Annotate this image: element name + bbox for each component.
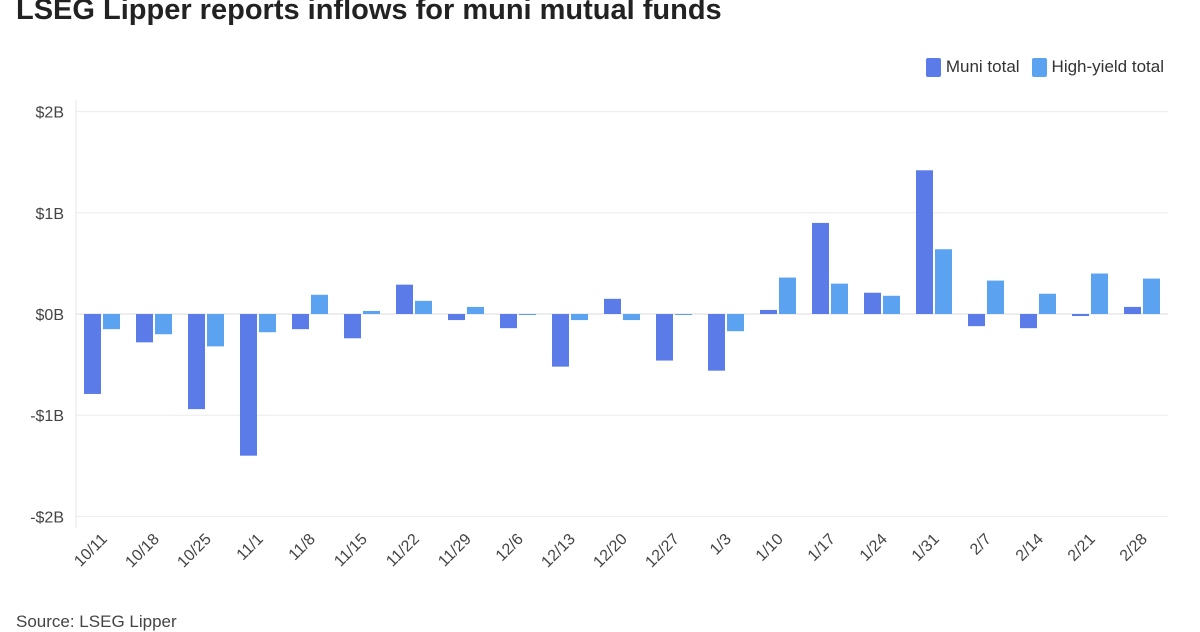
bar-muni — [1072, 314, 1089, 317]
bar-high-yield — [883, 295, 900, 314]
x-tick-label: 11/1 — [234, 531, 267, 564]
x-tick-label: 1/24 — [857, 531, 891, 565]
y-tick-label: $1B — [36, 206, 64, 223]
source-note: Source: LSEG Lipper — [16, 612, 177, 631]
legend-item-muni: Muni total — [925, 57, 1020, 77]
x-tick-label: 11/22 — [383, 531, 423, 571]
legend-label-muni: Muni total — [945, 57, 1020, 76]
x-tick-label: 2/7 — [967, 531, 995, 559]
chart-title: LSEG Lipper reports inflows for muni mut… — [16, 0, 722, 26]
bar-high-yield — [1091, 273, 1108, 314]
bar-high-yield — [675, 314, 692, 316]
bar-muni — [968, 314, 985, 327]
x-tick-label: 10/25 — [174, 531, 214, 571]
y-tick-label: -$1B — [30, 408, 64, 425]
x-tick-label: 2/28 — [1117, 531, 1151, 565]
bar-muni — [84, 314, 101, 394]
x-tick-label: 10/18 — [122, 531, 162, 571]
y-tick-label: $2B — [36, 105, 64, 122]
bar-high-yield — [519, 314, 536, 316]
bar-high-yield — [831, 283, 848, 314]
bar-muni — [136, 314, 153, 343]
x-tick-label: 12/20 — [590, 531, 630, 571]
bar-muni — [240, 314, 257, 456]
x-tick-label: 1/10 — [753, 531, 787, 565]
bar-muni — [500, 314, 517, 329]
bar-high-yield — [727, 314, 744, 332]
x-tick-label: 1/31 — [909, 531, 943, 565]
bar-muni — [292, 314, 309, 330]
bar-high-yield — [103, 314, 120, 330]
bar-high-yield — [467, 306, 484, 314]
x-tick-label: 10/11 — [71, 531, 111, 571]
legend-swatch-high-yield — [1031, 57, 1047, 77]
bar-muni — [396, 284, 413, 314]
legend-swatch-muni — [925, 57, 941, 77]
x-tick-label: 1/17 — [805, 531, 839, 565]
x-tick-label: 11/8 — [286, 531, 319, 564]
bar-muni — [1124, 306, 1141, 314]
x-tick-label: 2/21 — [1065, 531, 1099, 565]
bar-muni — [708, 314, 725, 371]
y-tick-label: -$2B — [30, 509, 64, 526]
x-tick-label: 2/14 — [1013, 531, 1047, 565]
bar-muni — [188, 314, 205, 410]
bar-high-yield — [779, 277, 796, 314]
bar-high-yield — [623, 314, 640, 321]
bar-muni — [760, 309, 777, 314]
x-tick-label: 12/6 — [493, 531, 527, 565]
bar-muni — [448, 314, 465, 321]
bar-muni — [552, 314, 569, 367]
bar-high-yield — [363, 310, 380, 314]
bar-muni — [916, 170, 933, 314]
legend: Muni total High-yield total — [925, 57, 1164, 77]
bar-muni — [656, 314, 673, 361]
x-tick-label: 1/3 — [707, 531, 735, 559]
bar-muni — [1020, 314, 1037, 329]
bar-high-yield — [935, 249, 952, 314]
bar-high-yield — [571, 314, 588, 321]
bar-muni — [344, 314, 361, 339]
bar-muni — [604, 298, 621, 314]
bar-high-yield — [259, 314, 276, 333]
bar-high-yield — [1143, 278, 1160, 314]
x-tick-label: 11/29 — [435, 531, 475, 571]
x-tick-label: 11/15 — [331, 531, 371, 571]
y-tick-label: $0B — [36, 307, 64, 324]
legend-item-high-yield: High-yield total — [1031, 57, 1164, 77]
bar-high-yield — [415, 300, 432, 314]
bar-high-yield — [1039, 293, 1056, 314]
legend-label-high-yield: High-yield total — [1051, 57, 1164, 76]
bar-high-yield — [987, 280, 1004, 314]
bar-high-yield — [155, 314, 172, 335]
bar-muni — [812, 222, 829, 314]
x-tick-label: 12/27 — [642, 531, 682, 571]
bar-high-yield — [207, 314, 224, 347]
bar-muni — [864, 292, 881, 314]
bar-high-yield — [311, 294, 328, 314]
x-tick-label: 12/13 — [538, 531, 578, 571]
